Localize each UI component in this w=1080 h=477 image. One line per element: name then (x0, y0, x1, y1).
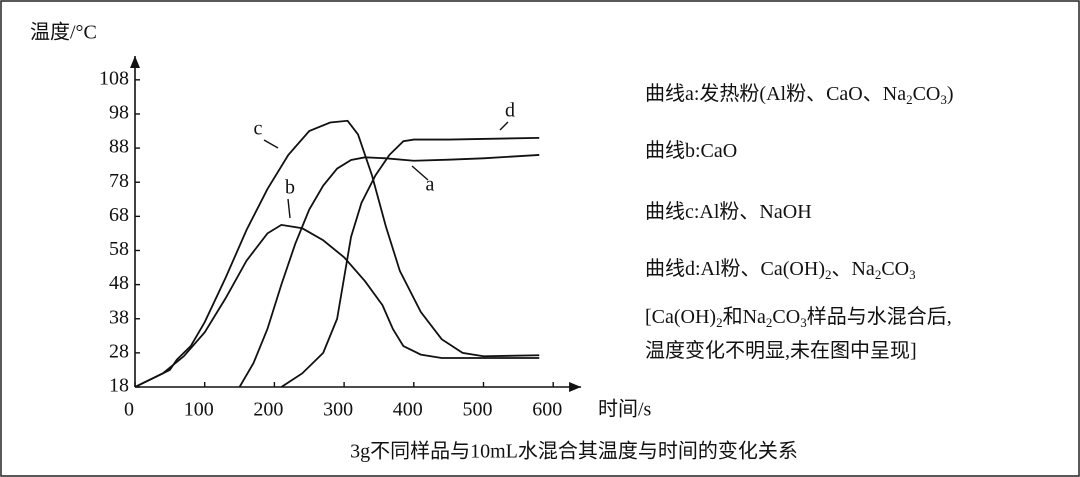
note: 曲线b:CaO (645, 139, 737, 162)
y-tick-label: 88 (109, 136, 129, 158)
y-axis-label: 温度/°C (30, 21, 97, 44)
curve-label: c (254, 118, 263, 140)
curve-label-pointer (263, 139, 279, 149)
x-tick-label: 300 (323, 399, 353, 421)
y-tick-label: 48 (109, 272, 129, 294)
note-text: CO (881, 258, 909, 280)
note: [Ca(OH)2和Na2CO3样品与水混合后, (645, 305, 952, 330)
y-tick-label: 108 (99, 67, 129, 89)
y-tick-label: 58 (109, 238, 129, 260)
y-tick-label: 28 (109, 340, 129, 362)
note-text: ) (947, 83, 954, 105)
note-text: 、Na (831, 258, 874, 280)
curve-label: a (426, 174, 435, 196)
subscript: 3 (940, 92, 947, 107)
note-text: [Ca(OH) (645, 306, 716, 328)
curve (238, 154, 540, 388)
x-tick-label: 200 (253, 399, 283, 421)
curve-label-pointer (499, 121, 509, 131)
note-text: 曲线c:Al粉、NaOH (645, 200, 812, 223)
y-tick-label: 38 (109, 306, 129, 328)
y-tick-label: 98 (109, 102, 129, 124)
note: 曲线d:Al粉、Ca(OH)2、Na2CO3 (645, 257, 916, 282)
y-tick-label: 18 (109, 375, 129, 397)
subscript: 2 (716, 315, 723, 330)
y-axis-arrow (130, 55, 140, 68)
note-text: CO (913, 83, 941, 105)
x-tick-label: 100 (184, 399, 214, 421)
note-text: 和Na (723, 305, 766, 328)
x-tick-label: 500 (463, 399, 493, 421)
curve-label: d (505, 100, 515, 122)
subscript: 2 (875, 267, 882, 282)
note-text: 温度变化不明显,未在图中呈现] (645, 339, 917, 362)
note-text: 曲线a:发热粉(Al粉、CaO、Na (645, 82, 906, 105)
subscript: 2 (766, 315, 773, 330)
y-tick-label: 68 (109, 204, 129, 226)
y-tick-label: 78 (109, 170, 129, 192)
x-axis-arrow (569, 382, 582, 392)
note-text: CO (772, 306, 800, 328)
curve-label: b (285, 177, 295, 199)
x-axis-label: 时间/s (598, 398, 652, 421)
subscript: 2 (825, 267, 832, 282)
note: 曲线c:Al粉、NaOH (645, 200, 812, 223)
curve (134, 119, 540, 388)
chart-caption: 3g不同样品与10mL水混合其温度与时间的变化关系 (350, 440, 798, 463)
x-tick-label: 400 (393, 399, 423, 421)
note-text: 曲线b:CaO (645, 139, 737, 162)
curve (134, 223, 540, 388)
note: 曲线a:发热粉(Al粉、CaO、Na2CO3) (645, 82, 954, 107)
curve (280, 136, 540, 388)
subscript: 2 (906, 92, 913, 107)
note-text: 曲线d:Al粉、Ca(OH) (645, 257, 825, 280)
subscript: 3 (800, 315, 807, 330)
note: 温度变化不明显,未在图中呈现] (645, 339, 917, 362)
x-tick-label: 0 (124, 399, 134, 421)
x-tick-label: 600 (532, 399, 562, 421)
curve-label-pointer (411, 165, 429, 181)
note-text: 样品与水混合后, (807, 305, 952, 328)
subscript: 3 (909, 267, 916, 282)
curve-label-pointer (287, 198, 291, 219)
